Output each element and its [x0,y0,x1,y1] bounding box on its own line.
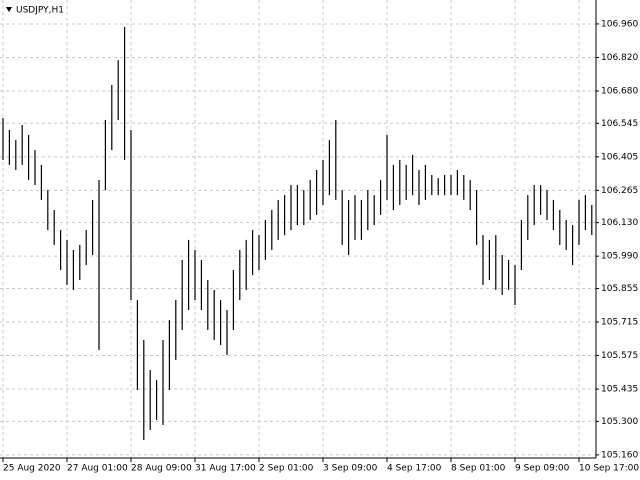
x-tick-label: 31 Aug 17:00 [195,464,256,474]
x-tick-label: 9 Sep 09:00 [515,464,570,474]
x-tick-label: 8 Sep 01:00 [451,464,506,474]
y-tick-label: 105.855 [601,284,638,294]
y-tick-label: 106.820 [601,53,638,63]
y-tick-label: 105.435 [601,385,638,395]
y-tick-label: 106.680 [601,86,638,96]
x-tick-label: 4 Sep 17:00 [387,464,442,474]
y-tick-label: 105.160 [601,450,638,460]
x-tick-label: 27 Aug 01:00 [67,464,128,474]
x-tick-label: 10 Sep 17:00 [579,464,639,474]
chart-title: USDJPY,H1 [16,6,64,16]
y-tick-label: 105.300 [601,417,638,427]
x-tick-label: 3 Sep 09:00 [323,464,378,474]
y-tick-label: 105.575 [601,351,638,361]
x-tick-label: 2 Sep 01:00 [259,464,314,474]
y-tick-label: 106.545 [601,119,638,129]
y-tick-label: 105.990 [601,252,638,262]
x-tick-label: 28 Aug 09:00 [131,464,192,474]
y-tick-label: 106.130 [601,218,638,228]
x-tick-label: 25 Aug 2020 [3,464,61,474]
y-tick-label: 105.715 [601,318,638,328]
symbol-menu-icon[interactable] [6,7,12,12]
y-tick-label: 106.405 [601,152,638,162]
y-tick-label: 106.265 [601,186,638,196]
y-tick-label: 106.960 [601,19,638,29]
